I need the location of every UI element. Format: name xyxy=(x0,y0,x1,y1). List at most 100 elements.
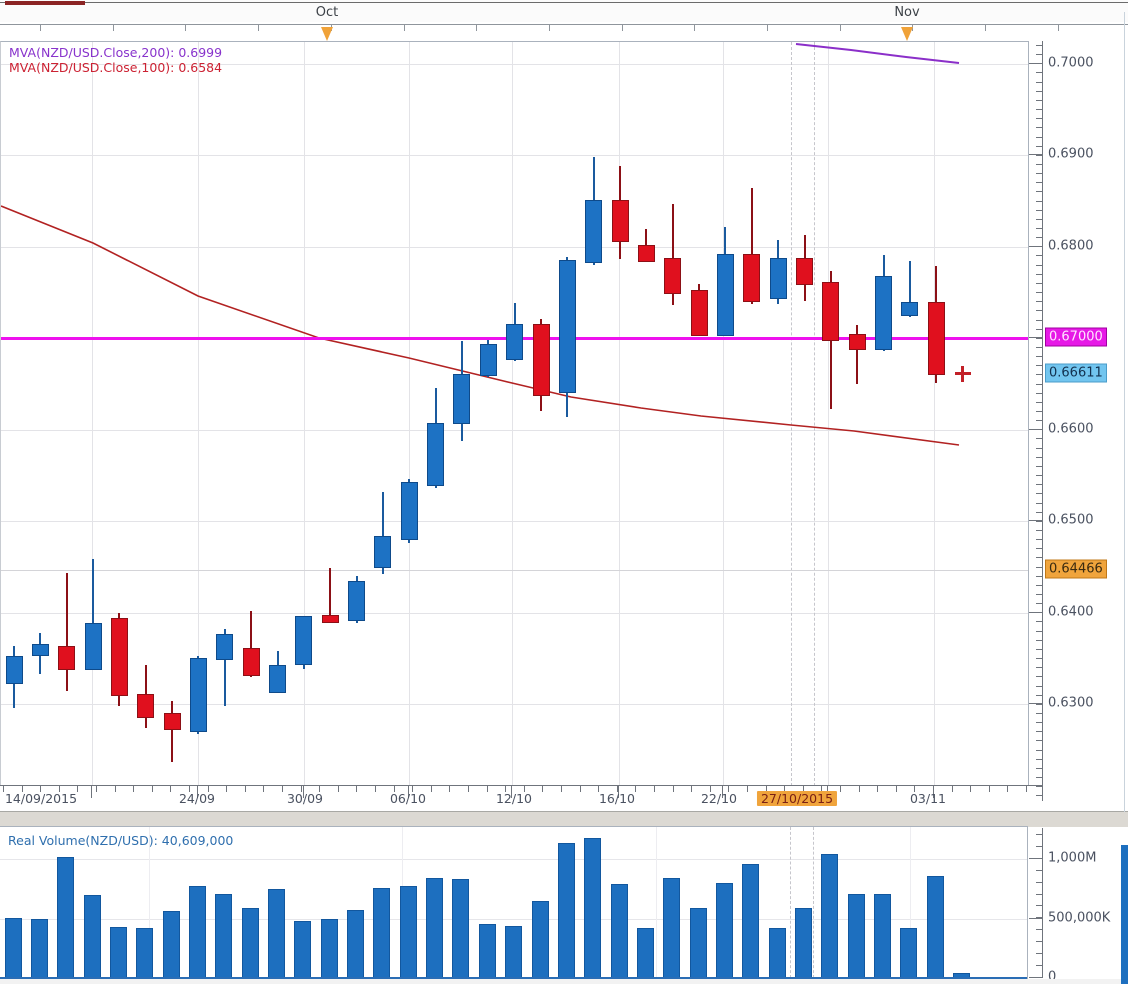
price-minor-tick xyxy=(1036,54,1042,56)
price-minor-tick xyxy=(1036,456,1042,458)
date-minor-tick xyxy=(672,786,674,792)
v-gridline xyxy=(619,42,620,786)
date-minor-tick xyxy=(505,786,507,792)
date-major-tick xyxy=(722,786,723,798)
price-label: 0.6500 xyxy=(1048,512,1094,528)
date-major-tick xyxy=(511,786,512,798)
price-minor-tick xyxy=(1036,475,1042,477)
price-chart-plot-area[interactable]: MVA(NZD/USD.Close,200): 0.6999 MVA(NZD/U… xyxy=(0,41,1029,786)
volume-major-tick xyxy=(1029,977,1042,978)
price-minor-tick xyxy=(1036,282,1042,284)
volume-bar xyxy=(241,908,259,979)
candle xyxy=(58,646,76,671)
h-gridline xyxy=(1,521,1028,523)
price-major-tick xyxy=(1029,611,1042,613)
date-minor-tick xyxy=(542,786,544,792)
price-major-tick xyxy=(1029,428,1042,430)
price-minor-tick xyxy=(1036,639,1042,641)
date-minor-tick xyxy=(3,786,4,792)
volume-bar xyxy=(768,928,786,979)
volume-minor-tick xyxy=(1036,869,1042,871)
date-minor-tick xyxy=(133,786,135,792)
volume-bar xyxy=(268,888,285,979)
date-minor-tick xyxy=(337,786,339,792)
volume-bar xyxy=(557,843,575,979)
date-minor-tick xyxy=(951,786,953,792)
volume-axis[interactable] xyxy=(1042,828,1043,978)
volume-bar xyxy=(30,918,48,979)
volume-bar xyxy=(347,910,365,979)
date-minor-tick xyxy=(375,786,376,792)
candle-wick xyxy=(329,567,332,623)
price-minor-tick xyxy=(1036,163,1042,165)
date-label: 24/09 xyxy=(178,791,216,806)
candle-wick xyxy=(171,701,174,762)
date-minor-tick xyxy=(821,786,823,792)
volume-gridline xyxy=(0,918,1027,920)
candle-wick xyxy=(750,188,753,304)
date-minor-tick xyxy=(1007,786,1009,792)
crosshair-line xyxy=(813,827,814,978)
price-minor-tick xyxy=(1036,447,1042,449)
h-gridline xyxy=(1,64,1028,65)
v-gridline xyxy=(723,42,724,786)
alert-price-badge[interactable]: 0.67000 xyxy=(1045,327,1107,347)
month-tick xyxy=(112,25,114,31)
price-major-tick xyxy=(1029,337,1042,339)
price-minor-tick xyxy=(1036,365,1042,367)
candle-wick xyxy=(645,228,648,260)
date-label-selected: 27/10/2015 xyxy=(756,791,838,806)
volume-bar xyxy=(689,908,707,979)
v-gridline xyxy=(828,42,829,786)
date-minor-tick xyxy=(877,786,879,792)
price-axis[interactable] xyxy=(1042,41,1043,801)
volume-bar xyxy=(531,901,549,979)
candle xyxy=(479,343,497,376)
price-minor-tick xyxy=(1036,749,1042,751)
volume-plot-area[interactable]: Real Volume(NZD/USD): 40,609,000 xyxy=(0,826,1028,979)
volume-minor-tick xyxy=(1036,881,1042,883)
price-minor-tick xyxy=(1036,374,1042,376)
date-minor-tick xyxy=(635,786,637,792)
price-minor-tick xyxy=(1036,301,1042,303)
h-gridline xyxy=(1,704,1028,705)
date-minor-tick xyxy=(356,786,358,792)
price-minor-tick xyxy=(1036,502,1042,504)
month-tick xyxy=(985,25,987,31)
price-minor-tick xyxy=(1036,81,1042,83)
volume-minor-tick xyxy=(1036,953,1042,954)
price-minor-tick xyxy=(1036,703,1042,705)
date-minor-tick xyxy=(58,786,60,792)
candle-wick xyxy=(250,610,253,677)
month-tick xyxy=(621,25,623,31)
cross-arm xyxy=(961,365,965,382)
price-minor-tick xyxy=(1036,658,1042,660)
candle xyxy=(295,616,313,665)
price-minor-tick xyxy=(1036,90,1042,92)
price-minor-tick xyxy=(1036,420,1042,422)
volume-minor-tick xyxy=(1036,905,1042,907)
panel-separator[interactable] xyxy=(0,811,1128,827)
date-minor-tick xyxy=(486,786,488,792)
price-minor-tick xyxy=(1036,786,1042,788)
price-minor-tick xyxy=(1036,694,1042,696)
volume-panel-bottom-border xyxy=(0,977,1027,979)
date-label: 12/10 xyxy=(495,791,533,806)
price-label: 0.6300 xyxy=(1048,695,1094,711)
price-minor-tick xyxy=(1036,438,1042,440)
month-tick xyxy=(767,25,768,31)
month-label-nov: Nov xyxy=(894,5,920,20)
price-minor-tick xyxy=(1036,731,1042,733)
candle-wick xyxy=(65,573,68,692)
month-tick xyxy=(40,25,41,31)
month-start-marker-icon xyxy=(321,27,333,41)
candle xyxy=(769,257,787,300)
volume-bar xyxy=(610,883,628,979)
candle xyxy=(716,254,734,336)
volume-bar xyxy=(636,928,654,979)
volume-minor-tick xyxy=(1036,834,1042,835)
volume-minor-tick xyxy=(1036,929,1042,931)
price-minor-tick xyxy=(1036,145,1042,147)
price-minor-tick xyxy=(1036,520,1042,522)
price-minor-tick xyxy=(1036,575,1042,577)
